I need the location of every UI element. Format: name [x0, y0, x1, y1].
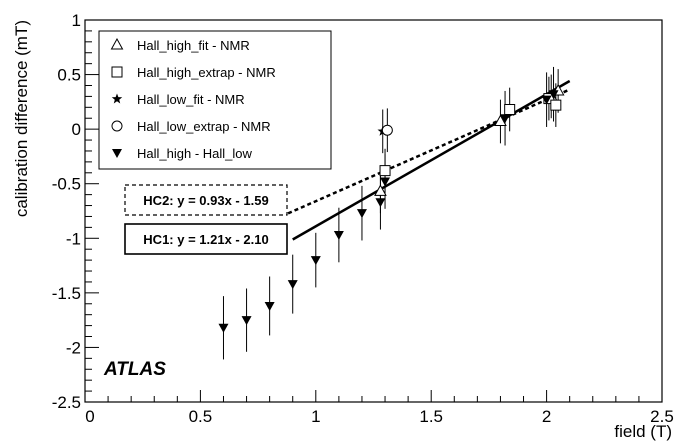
y-axis-label: calibration difference (mT): [12, 20, 31, 217]
annotations: ATLAS: [103, 359, 166, 380]
fit-label-box-hc1: [124, 223, 288, 255]
y-tick-label: -2.5: [52, 393, 81, 412]
legend-entry: Hall_high_extrap - NMR: [137, 65, 276, 80]
y-tick-label: -2: [66, 338, 81, 357]
data-point: [548, 90, 559, 100]
data-point: [218, 323, 229, 333]
y-ticks: -2.5 -2 -1.5 -1 -0.5 0 0.5 1: [52, 11, 99, 412]
legend-entry: Hall_low_fit - NMR: [137, 92, 245, 107]
data-point: [374, 184, 387, 196]
y-tick-label: 1: [72, 11, 81, 30]
atlas-label: ATLAS: [103, 359, 166, 380]
fit-label-box-hc2: [124, 184, 288, 216]
data-point: [381, 124, 393, 136]
data-point: [380, 177, 391, 187]
plot-frame: [84, 19, 663, 403]
data-point: [379, 165, 391, 177]
legend-marker: [111, 120, 123, 132]
legend-marker: [112, 149, 122, 158]
legend: Hall_high_fit - NMR Hall_high_extrap - NM…: [98, 30, 332, 170]
data-point: [241, 316, 252, 326]
x-tick-label: 1: [311, 407, 320, 426]
legend-entry: Hall_low_extrap - NMR: [137, 119, 271, 134]
x-ticks: 0 0.5 1 1.5 2 2.5: [84, 390, 674, 426]
x-tick-label: 2.5: [650, 407, 674, 426]
data-point: [356, 209, 367, 219]
x-tick-label: 0.5: [189, 407, 213, 426]
y-tick-label: -0.5: [52, 175, 81, 194]
legend-marker: [111, 66, 123, 78]
legend-entry: Hall_high - Hall_low: [137, 146, 252, 161]
fit-lines: [287, 79, 571, 241]
data-point: [494, 114, 507, 127]
legend-marker: [111, 93, 123, 104]
data-point: [541, 95, 552, 105]
y-tick-label: -1: [66, 229, 81, 248]
data-point: [333, 231, 344, 241]
y-tick-label: 0.5: [57, 66, 81, 85]
x-tick-label: 0: [85, 407, 94, 426]
y-tick-label: 0: [72, 120, 81, 139]
fit-line-hc1: [292, 79, 571, 241]
legend-marker: [110, 37, 124, 50]
x-tick-label: 1.5: [419, 407, 443, 426]
data-point: [550, 99, 562, 111]
data-point: [504, 103, 516, 115]
data-point: [375, 198, 386, 208]
data-point: [310, 256, 321, 266]
x-axis-label: field (T): [614, 422, 672, 441]
fit-label-hc1: HC1: y = 1.21x - 2.10: [143, 232, 268, 247]
axis-labels: field (T) calibration difference (mT): [12, 20, 672, 441]
fit-line-hc2: [287, 88, 571, 215]
plot-frame-group: [84, 19, 663, 403]
x-tick-label: 2: [542, 407, 551, 426]
data-point: [500, 114, 511, 124]
y-tick-label: -1.5: [52, 284, 81, 303]
data-point: [264, 301, 275, 311]
fit-labels: HC2: y = 0.93x - 1.59 HC1: y = 1.21x - 2.…: [124, 184, 288, 255]
legend-box: [98, 30, 332, 170]
fit-label-hc2: HC2: y = 0.93x - 1.59: [143, 193, 268, 208]
data-points: [218, 83, 565, 333]
legend-entry: Hall_high_fit - NMR: [137, 38, 250, 53]
data-point: [287, 280, 298, 290]
